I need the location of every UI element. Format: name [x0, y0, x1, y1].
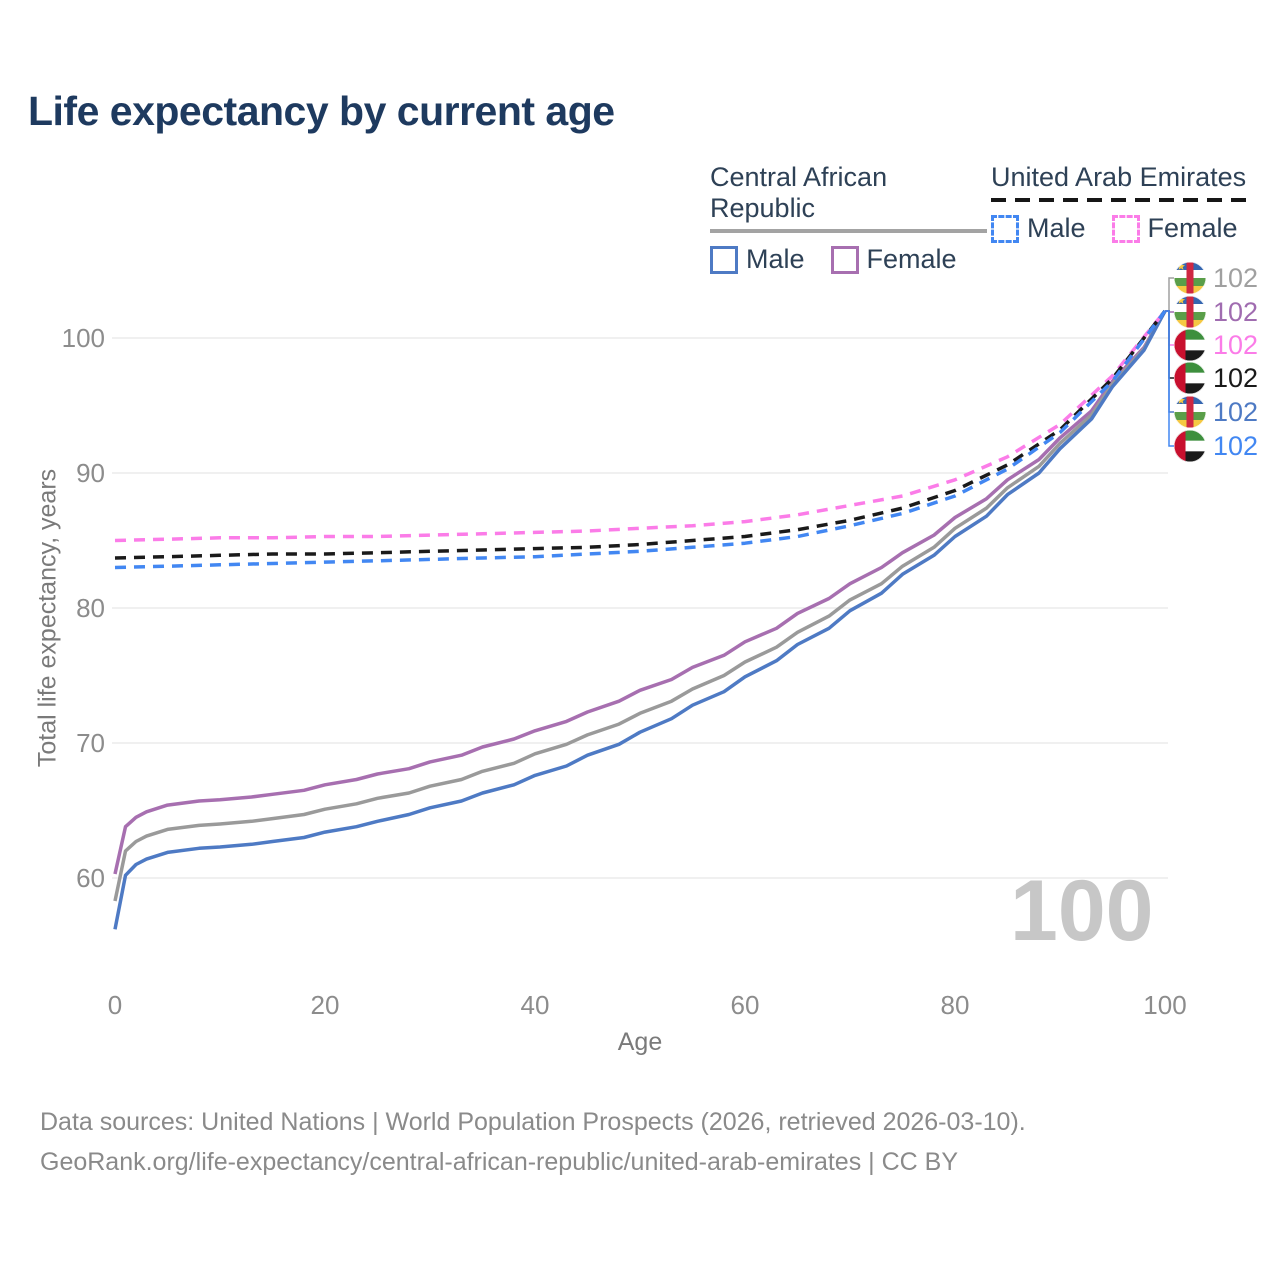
series-line-car_total[interactable]	[113, 310, 1167, 902]
end-value-label: 102	[1213, 431, 1258, 461]
car-flag-icon	[1174, 396, 1206, 428]
end-label-connector	[1165, 310, 1174, 447]
x-tick-40: 40	[521, 990, 550, 1020]
legend-item-car-female[interactable]: Female	[830, 244, 957, 275]
y-axis-title: Total life expectancy, years	[33, 468, 62, 768]
age-watermark: 100	[1010, 863, 1154, 959]
x-tick-0: 0	[108, 990, 122, 1020]
female-dashed-swatch-icon	[1111, 214, 1140, 243]
chart-title: Life expectancy by current age	[28, 88, 615, 134]
series-line-uae_female[interactable]	[114, 309, 1167, 543]
x-axis-title: Age	[617, 1028, 663, 1056]
legend-item-label: Male	[1027, 213, 1086, 243]
car-flag-icon	[1174, 296, 1206, 328]
end-value-label: 102	[1213, 397, 1258, 427]
legend-group-united-arab-emirates: United Arab Emirates Male Female	[991, 162, 1254, 244]
legend-item-uae-male[interactable]: Male	[991, 213, 1086, 244]
end-value-label: 102	[1213, 363, 1258, 393]
y-tick-80: 80	[76, 593, 105, 623]
x-tick-100: 100	[1143, 990, 1186, 1020]
y-tick-70: 70	[76, 728, 105, 758]
male-solid-swatch-icon	[710, 245, 738, 274]
series-line-uae_male[interactable]	[114, 309, 1167, 570]
male-dashed-swatch-icon	[991, 214, 1019, 243]
end-value-label: 102	[1213, 263, 1258, 293]
legend-line-style-solid	[710, 229, 987, 233]
legend-item-car-male[interactable]: Male	[710, 244, 805, 275]
car-flag-icon	[1174, 262, 1206, 294]
uae-flag-icon	[1174, 362, 1206, 394]
uae-flag-icon	[1174, 329, 1206, 361]
legend-item-label: Male	[746, 244, 805, 274]
uae-flag-icon	[1174, 430, 1206, 462]
y-tick-100: 100	[62, 323, 105, 353]
x-tick-20: 20	[311, 990, 340, 1020]
legend-country-label: United Arab Emirates	[991, 162, 1247, 192]
y-tick-90: 90	[76, 458, 105, 488]
footer-attribution-link[interactable]: GeoRank.org/life-expectancy/central-afri…	[40, 1148, 959, 1176]
end-label-connector	[1165, 277, 1174, 312]
legend-item-uae-female[interactable]: Female	[1111, 213, 1238, 244]
legend-group-central-african-republic: Central African Republic Male Female	[710, 162, 987, 275]
x-tick-80: 80	[941, 990, 970, 1020]
y-tick-60: 60	[76, 863, 105, 893]
legend-line-style-dashed	[991, 198, 1254, 202]
end-value-label: 102	[1213, 297, 1258, 327]
end-value-label: 102	[1213, 330, 1258, 360]
legend-item-label: Female	[866, 244, 957, 274]
female-solid-swatch-icon	[830, 245, 859, 274]
footer-data-sources: Data sources: United Nations | World Pop…	[40, 1108, 1026, 1136]
legend-country-label: Central African Republic	[710, 162, 888, 223]
x-tick-60: 60	[731, 990, 760, 1020]
legend-item-label: Female	[1147, 213, 1238, 243]
series-line-car_male[interactable]	[113, 310, 1167, 930]
series-line-uae_total[interactable]	[114, 309, 1167, 560]
series-line-car_female[interactable]	[113, 310, 1167, 875]
